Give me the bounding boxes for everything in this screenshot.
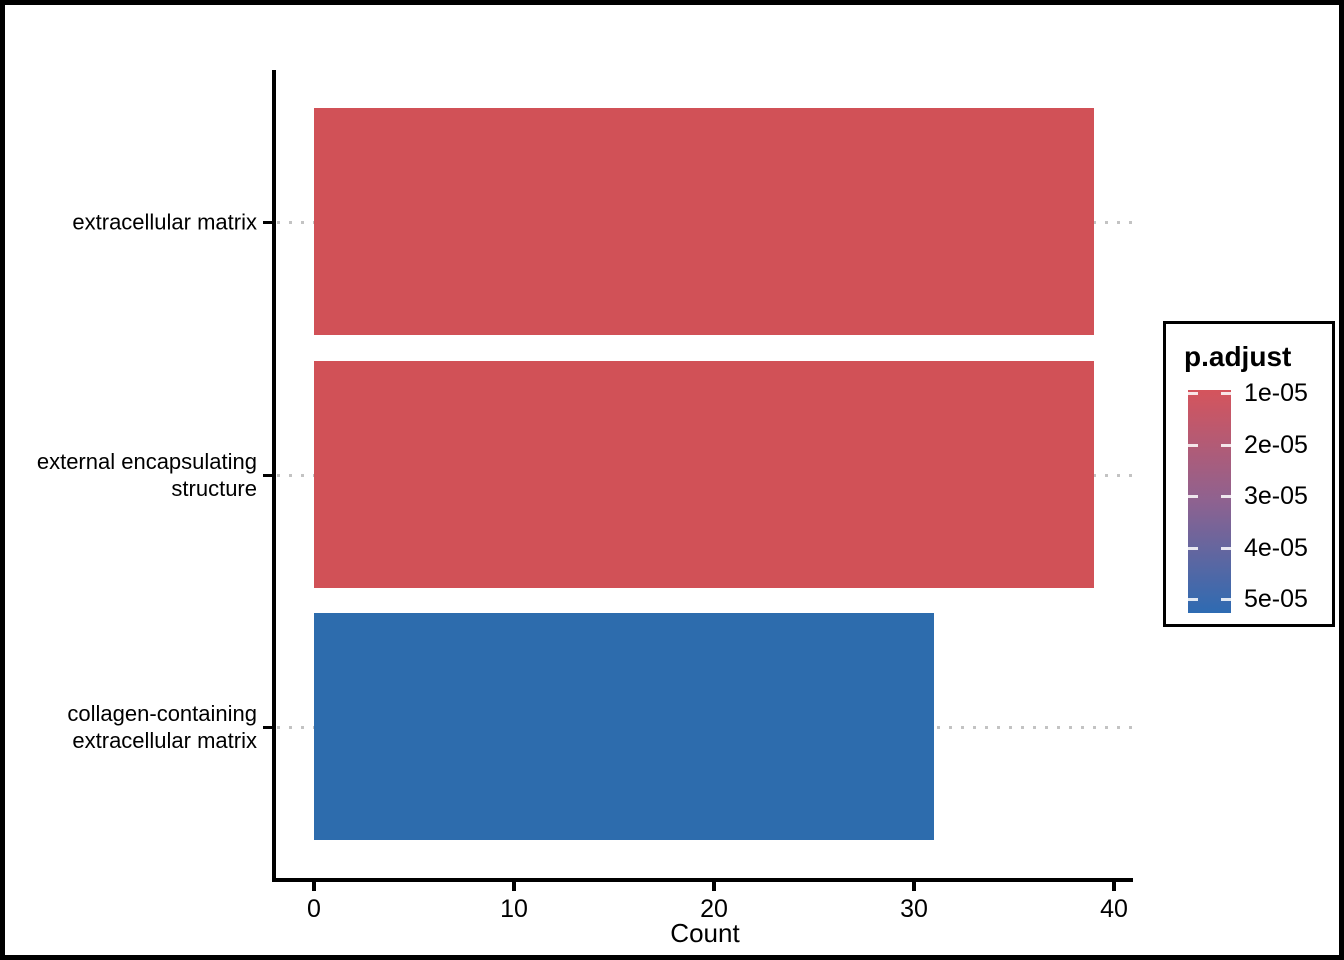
colorbar-tick-label: 5e-05 — [1244, 585, 1308, 613]
colorbar-tick — [1188, 598, 1198, 601]
colorbar-tick — [1188, 547, 1198, 550]
bar[interactable] — [314, 361, 1094, 588]
x-axis-tick-label: 40 — [1100, 895, 1128, 923]
colorbar-tick — [1221, 495, 1231, 498]
x-axis-tick — [1112, 882, 1116, 891]
x-axis-tick — [312, 882, 316, 891]
category-label: external encapsulating structure — [36, 449, 257, 501]
colorbar-gradient — [1188, 390, 1231, 613]
y-axis-tick — [263, 221, 272, 224]
category-label: collagen-containing extracellular matrix — [67, 701, 257, 753]
colorbar-tick — [1188, 495, 1198, 498]
x-axis-tick — [912, 882, 916, 891]
x-axis-line — [272, 878, 1133, 882]
x-axis-tick-label: 30 — [900, 895, 928, 923]
legend-box: p.adjust 1e-05 2e-05 3e-05 4e-05 5e-05 — [1163, 321, 1335, 627]
colorbar-tick-label: 4e-05 — [1244, 534, 1308, 562]
colorbar-tick-label: 3e-05 — [1244, 482, 1308, 510]
colorbar-tick — [1221, 547, 1231, 550]
x-axis-title: Count — [670, 918, 740, 948]
y-axis-tick — [263, 726, 272, 729]
colorbar-tick-label: 1e-05 — [1244, 379, 1308, 407]
bar[interactable] — [314, 613, 934, 840]
x-axis-tick-label: 20 — [700, 895, 728, 923]
x-axis-tick-label: 10 — [500, 895, 528, 923]
colorbar-tick — [1221, 392, 1231, 395]
colorbar-tick — [1188, 392, 1198, 395]
y-axis-line — [272, 70, 276, 882]
x-axis-tick — [512, 882, 516, 891]
colorbar-tick — [1221, 444, 1231, 447]
legend-title: p.adjust — [1184, 341, 1292, 372]
category-label: extracellular matrix — [72, 209, 257, 235]
bar[interactable] — [314, 108, 1094, 335]
colorbar-tick — [1221, 598, 1231, 601]
colorbar-tick — [1188, 444, 1198, 447]
x-axis-tick — [712, 882, 716, 891]
x-axis-tick-label: 0 — [307, 895, 321, 923]
colorbar-tick-label: 2e-05 — [1244, 431, 1308, 459]
y-axis-tick — [263, 474, 272, 477]
